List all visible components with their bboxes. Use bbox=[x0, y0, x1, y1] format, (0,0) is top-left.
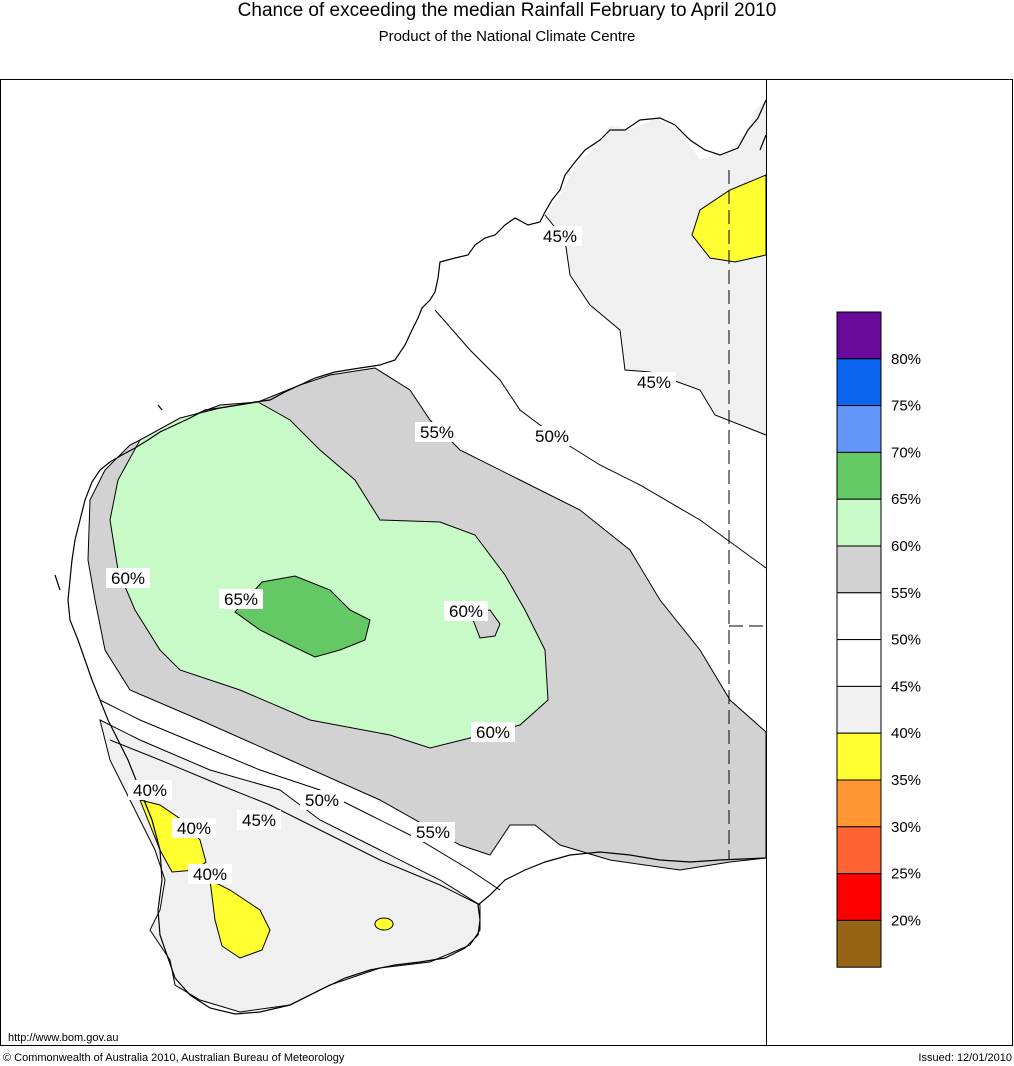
legend-label: 20% bbox=[891, 912, 921, 929]
legend-swatch bbox=[836, 779, 882, 828]
contour-label: 40% bbox=[188, 864, 232, 884]
legend-swatch bbox=[836, 685, 882, 734]
legend-swatch bbox=[836, 405, 882, 453]
legend-label: 55% bbox=[891, 585, 921, 602]
legend-label: 45% bbox=[891, 678, 921, 695]
legend-label: 80% bbox=[891, 351, 921, 368]
legend-swatch bbox=[836, 873, 882, 921]
legend-swatch bbox=[836, 451, 882, 500]
svg-text:60%: 60% bbox=[476, 723, 510, 742]
nt-region-45 bbox=[545, 100, 766, 435]
contour-label: 45% bbox=[632, 372, 676, 392]
svg-text:55%: 55% bbox=[420, 423, 454, 442]
legend-swatch bbox=[836, 311, 882, 360]
legend-label: 75% bbox=[891, 398, 921, 415]
source-url[interactable]: http://www.bom.gov.au bbox=[8, 1032, 119, 1044]
contour-label: 45% bbox=[538, 226, 582, 246]
svg-text:45%: 45% bbox=[543, 227, 577, 246]
yellow-patch-south bbox=[209, 879, 271, 959]
contour-label: 45% bbox=[237, 810, 281, 830]
svg-text:60%: 60% bbox=[111, 569, 145, 588]
coastline bbox=[54, 99, 767, 1015]
issued-date: Issued: 12/01/2010 bbox=[918, 1052, 1012, 1064]
legend-swatch bbox=[836, 498, 882, 547]
contour-label: 60% bbox=[471, 722, 515, 742]
legend-swatch bbox=[836, 639, 882, 687]
legend-swatch bbox=[836, 826, 882, 875]
legend-swatch bbox=[836, 358, 882, 407]
svg-text:50%: 50% bbox=[535, 427, 569, 446]
svg-text:40%: 40% bbox=[177, 819, 211, 838]
contour-label: 40% bbox=[128, 780, 172, 800]
contour-label: 60% bbox=[106, 568, 150, 588]
contour-label-layer: 45% 45% 50% 55% 60% 65% 60% 60% 40% 40% 40% 45% 50% 5… bbox=[106, 226, 676, 884]
legend-swatch bbox=[836, 545, 882, 594]
legend-label: 40% bbox=[891, 725, 921, 742]
contour-label: 40% bbox=[172, 818, 216, 838]
legend: 80% 75% 70% 65% 60% 55% 50% 45% 40% 35% 30% 25% 20% bbox=[836, 311, 921, 968]
legend-label: 65% bbox=[891, 491, 921, 508]
copyright-notice: © Commonwealth of Australia 2010, Austra… bbox=[3, 1052, 345, 1064]
legend-label: 35% bbox=[891, 772, 921, 789]
legend-label: 70% bbox=[891, 444, 921, 461]
legend-label: 30% bbox=[891, 819, 921, 836]
map-subtitle: Product of the National Climate Centre bbox=[378, 28, 636, 45]
map-border bbox=[0, 79, 1013, 1046]
svg-text:40%: 40% bbox=[133, 781, 167, 800]
contour-label: 60% bbox=[444, 601, 488, 621]
yellow-spot bbox=[374, 917, 394, 931]
contour-label: 55% bbox=[415, 422, 459, 442]
svg-text:50%: 50% bbox=[305, 791, 339, 810]
region-60-65 bbox=[109, 401, 549, 749]
svg-text:65%: 65% bbox=[224, 590, 258, 609]
svg-text:60%: 60% bbox=[449, 602, 483, 621]
legend-label: 50% bbox=[891, 632, 921, 649]
rainfall-map bbox=[87, 100, 767, 1013]
contour-label: 65% bbox=[219, 589, 263, 609]
region-65-70 bbox=[234, 575, 371, 658]
legend-label: 60% bbox=[891, 538, 921, 555]
map-title: Chance of exceeding the median Rainfall … bbox=[237, 0, 777, 21]
contour-label: 50% bbox=[300, 790, 344, 810]
legend-swatch bbox=[836, 592, 882, 641]
map-frame: 45% 45% 50% 55% 60% 65% 60% 60% 40% 40% 40% 45% 50% 5… bbox=[0, 79, 1013, 1046]
legend-swatch bbox=[836, 919, 882, 968]
contour-label: 55% bbox=[411, 822, 455, 842]
svg-text:40%: 40% bbox=[193, 865, 227, 884]
state-border bbox=[728, 170, 766, 860]
svg-text:45%: 45% bbox=[242, 811, 276, 830]
svg-text:55%: 55% bbox=[416, 823, 450, 842]
svg-text:45%: 45% bbox=[637, 373, 671, 392]
legend-label: 25% bbox=[891, 866, 921, 883]
legend-swatch bbox=[836, 732, 882, 781]
contour-label: 50% bbox=[530, 426, 574, 446]
